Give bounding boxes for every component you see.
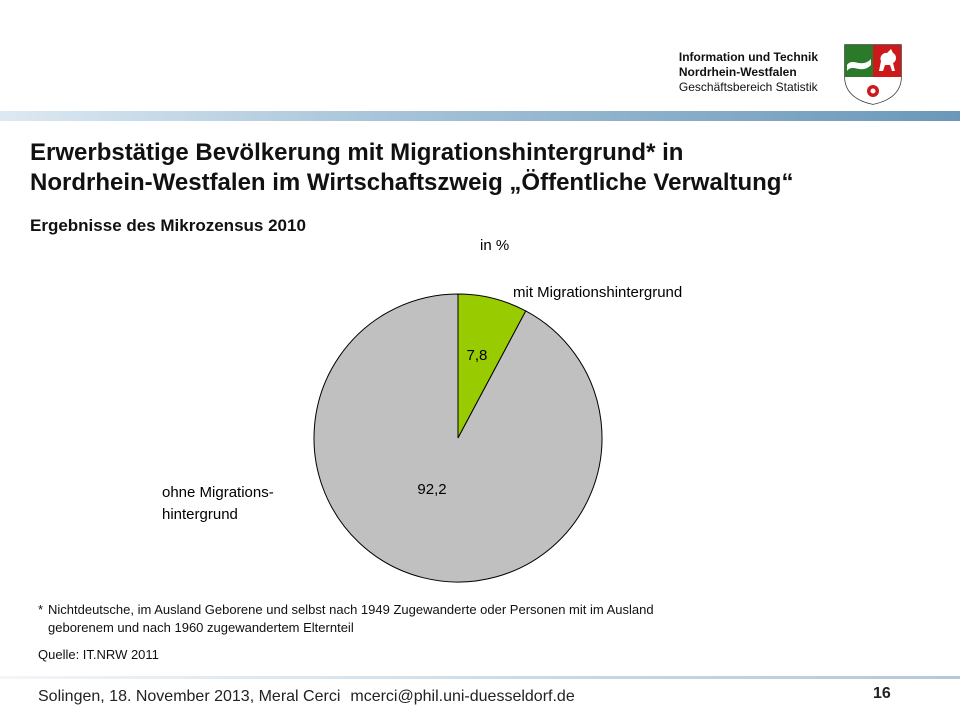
footer-text: Solingen, 18. November 2013, Meral Cerci [38, 688, 341, 705]
page-number: 16 [873, 685, 891, 702]
nrw-coat-of-arms-icon [844, 44, 902, 105]
category-label-ohne-line-1: ohne Migrations- [162, 484, 274, 501]
title-line-2: Nordrhein-Westfalen im Wirtschaftszweig … [30, 169, 794, 196]
category-label-ohne: ohne Migrations- hintergrund [162, 482, 322, 526]
slide-subtitle: Ergebnisse des Mikrozensus 2010 [30, 216, 306, 235]
source-note: Quelle: IT.NRW 2011 [38, 647, 159, 662]
footnote-marker: * [38, 602, 44, 617]
footer: Solingen, 18. November 2013, Meral Cerci… [38, 688, 575, 706]
slide-title: Erwerbstätige Bevölkerung mit Migrations… [30, 138, 940, 198]
title-line-1: Erwerbstätige Bevölkerung mit Migrations… [30, 139, 684, 166]
footnote: * Nichtdeutsche, im Ausland Geborene und … [38, 601, 818, 637]
pie-slice-mit [457, 293, 527, 439]
org-line-3: Geschäftsbereich Statistik [678, 80, 818, 94]
header-divider-bar [0, 111, 960, 121]
footnote-line-1: Nichtdeutsche, im Ausland Geborene und s… [48, 602, 654, 617]
unit-label: in % [480, 237, 510, 254]
organization-name: Information und Technik Nordrhein-Westfa… [679, 50, 818, 95]
footer-email: mcerci@phil.uni-duesseldorf.de [350, 688, 575, 705]
org-line-1: Information und Technik [678, 50, 818, 64]
footer-divider [0, 676, 960, 679]
category-label-mit: mit Migrationshintergrund [513, 284, 683, 301]
pie-slice-ohne [313, 293, 603, 583]
value-label-ohne: 92,2 [417, 481, 446, 498]
org-line-2: Nordrhein-Westfalen [678, 65, 797, 79]
value-label-mit: 7,8 [467, 347, 488, 364]
footnote-line-2: geborenem und nach 1960 zugewandertem El… [48, 620, 354, 635]
category-label-ohne-line-2: hintergrund [162, 506, 238, 523]
